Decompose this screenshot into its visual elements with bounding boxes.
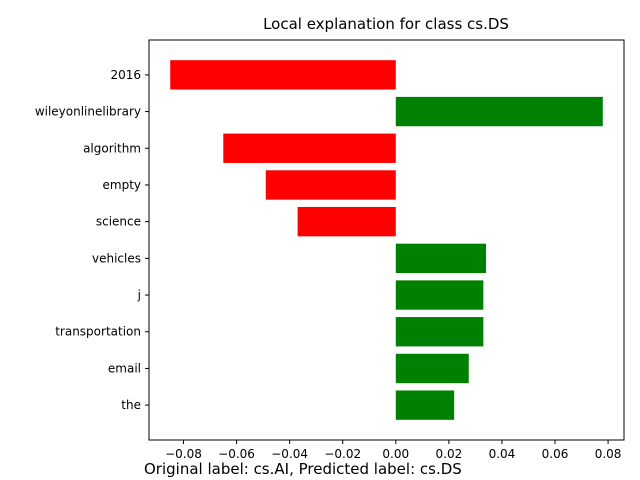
x-tick-label: 0.00 [382,447,409,461]
bar-empty [265,170,396,200]
x-tick-label: 0.02 [436,447,463,461]
bar-wileyonlinelibrary [395,96,603,127]
y-tick-label: science [96,215,141,229]
bar-algorithm [223,133,396,163]
y-tick-label: empty [103,178,142,192]
x-tick-label: 0.06 [542,447,569,461]
bar-j [395,280,484,310]
bar-vehicles [395,243,487,274]
y-tick-label: wileyonlinelibrary [35,105,141,119]
y-tick-label: transportation [55,325,141,339]
y-tick-label: algorithm [83,141,141,155]
plot-area: 2016 wileyonlinelibrary algorithm empty scie… [35,39,625,461]
y-tick-label: 2016 [110,68,141,82]
y-tick-label: vehicles [92,251,141,265]
bar-email [395,353,469,384]
y-tick-label: j [137,288,141,302]
x-tick-label: −0.08 [165,447,202,461]
x-tick-label: 0.04 [489,447,516,461]
bar-science [297,206,396,237]
x-tick-label: 0.08 [595,447,622,461]
chart-caption: Original label: cs.AI, Predicted label: … [144,460,462,478]
axes-frame [148,39,625,441]
y-tick-label: the [121,398,141,412]
x-tick-label: −0.06 [218,447,255,461]
x-tick-label: −0.02 [324,447,361,461]
bar-2016 [170,60,396,90]
chart-title: Local explanation for class cs.DS [263,15,509,33]
bar-transportation [395,317,484,347]
x-tick-label: −0.04 [271,447,308,461]
bar-the [395,390,455,420]
y-tick-label: email [108,361,141,375]
